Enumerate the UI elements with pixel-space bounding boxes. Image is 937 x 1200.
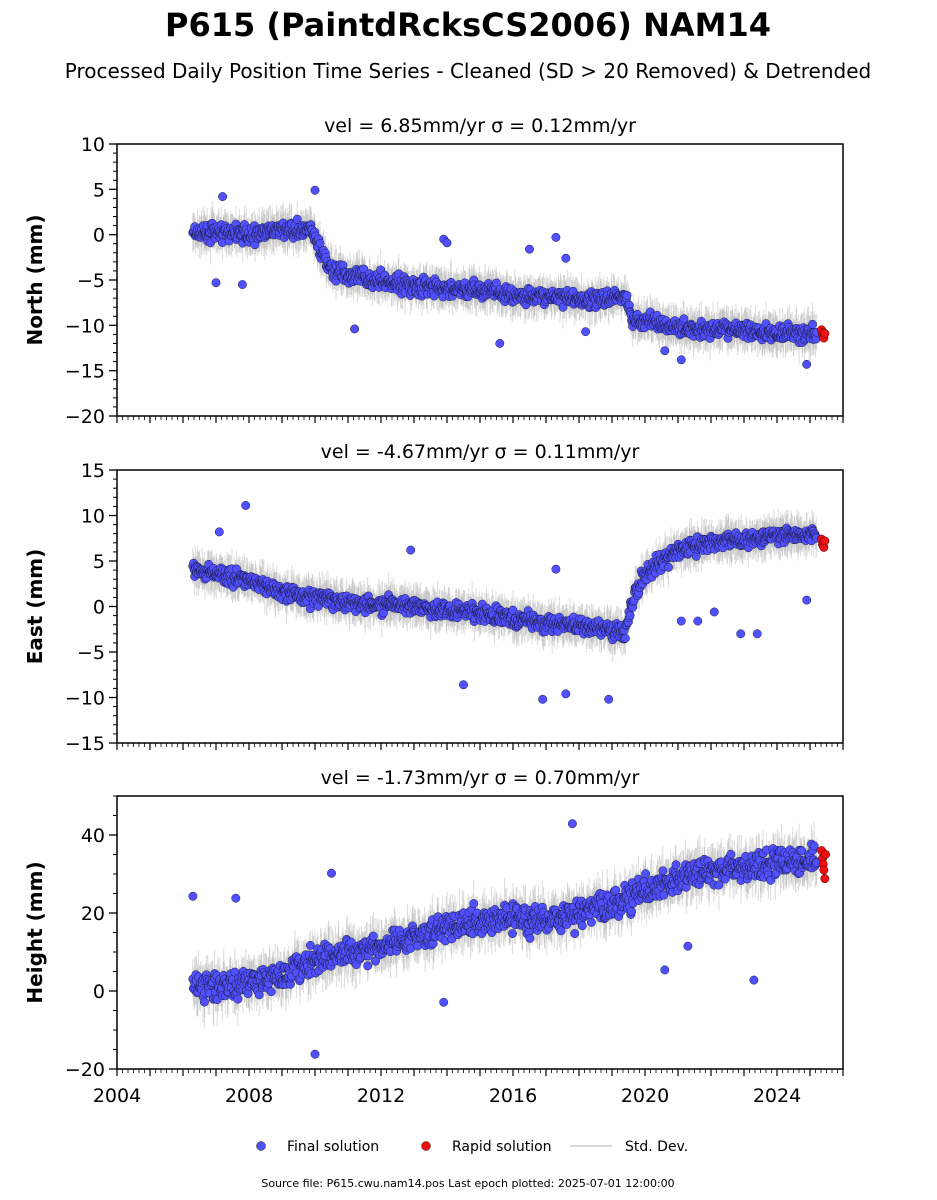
- final-solution-points-north: [188, 185, 822, 369]
- outlier-point: [802, 595, 812, 605]
- outlier-point: [561, 689, 571, 699]
- outlier-point: [752, 629, 762, 639]
- rapid-solution-points-east: [817, 534, 830, 552]
- y-tick-label: −5: [77, 270, 105, 292]
- outlier-point: [581, 327, 591, 337]
- chart-subtitle: Processed Daily Position Time Series - C…: [65, 59, 871, 83]
- y-tick-label: −15: [65, 361, 105, 383]
- ylabel-east: East (mm): [23, 549, 47, 665]
- outlier-point: [495, 339, 505, 348]
- outlier-point: [561, 253, 571, 263]
- panel-height: vel = -1.73mm/yr σ = 0.70mm/yr Height (mm…: [23, 767, 844, 1107]
- outlier-point: [551, 564, 561, 574]
- panel-title-height: vel = -1.73mm/yr σ = 0.70mm/yr: [321, 767, 640, 789]
- outlier-point: [237, 280, 247, 289]
- chart-title: P615 (PaintdRcksCS2006) NAM14: [165, 6, 771, 44]
- outlier-point: [693, 616, 703, 626]
- ylabel-north: North (mm): [23, 214, 47, 345]
- outlier-point: [211, 278, 221, 288]
- outlier-point: [551, 232, 561, 242]
- y-tick-label: 10: [81, 134, 105, 156]
- final-point: [620, 633, 630, 643]
- rapid-solution-points-north: [817, 325, 830, 343]
- y-tick-label: 15: [81, 460, 105, 482]
- y-tick-label: −10: [65, 688, 105, 710]
- outlier-point: [676, 355, 686, 365]
- outlier-point: [350, 324, 360, 334]
- final-point: [622, 290, 632, 300]
- y-tick-label: −5: [77, 642, 105, 664]
- panel-east: vel = -4.67mm/yr σ = 0.11mm/yr East (mm) −…: [23, 441, 844, 755]
- outlier-point: [459, 680, 468, 690]
- y-tick-label: 5: [93, 551, 105, 573]
- ylabel-height: Height (mm): [23, 861, 47, 1003]
- plot-area-height: [188, 819, 830, 1059]
- rapid-point: [820, 329, 830, 338]
- outlier-point: [218, 192, 228, 202]
- final-point: [625, 611, 635, 620]
- plot-area-north: [188, 185, 830, 369]
- rapid-point: [820, 536, 830, 546]
- final-point: [491, 278, 501, 288]
- outlier-point: [604, 694, 614, 704]
- y-tick-label: 0: [93, 225, 105, 247]
- outlier-point: [538, 694, 548, 704]
- panel-title-east: vel = -4.67mm/yr σ = 0.11mm/yr: [321, 441, 640, 463]
- y-tick-label: 10: [81, 506, 105, 528]
- y-tick-label: −10: [65, 315, 105, 337]
- outlier-point: [736, 629, 746, 639]
- outlier-point: [310, 185, 320, 195]
- y-tick-label: −15: [65, 733, 105, 755]
- y-tick-label: 0: [93, 597, 105, 619]
- y-tick-label: 5: [93, 179, 105, 201]
- final-solution-points-east: [188, 501, 821, 704]
- outlier-point: [241, 501, 251, 510]
- plot-area-east: [188, 501, 830, 704]
- outlier-point: [406, 545, 416, 555]
- outlier-point: [214, 527, 224, 537]
- outlier-point: [676, 616, 686, 626]
- outlier-point: [802, 359, 812, 369]
- final-point: [808, 319, 818, 329]
- outlier-point: [442, 238, 452, 248]
- final-point: [292, 214, 302, 224]
- outlier-point: [660, 346, 670, 356]
- final-point: [679, 314, 689, 324]
- final-point: [664, 562, 673, 572]
- y-tick-label: −20: [65, 406, 105, 428]
- panel-title-north: vel = 6.85mm/yr σ = 0.12mm/yr: [324, 115, 636, 137]
- outlier-point: [525, 244, 534, 254]
- outlier-point: [709, 607, 719, 617]
